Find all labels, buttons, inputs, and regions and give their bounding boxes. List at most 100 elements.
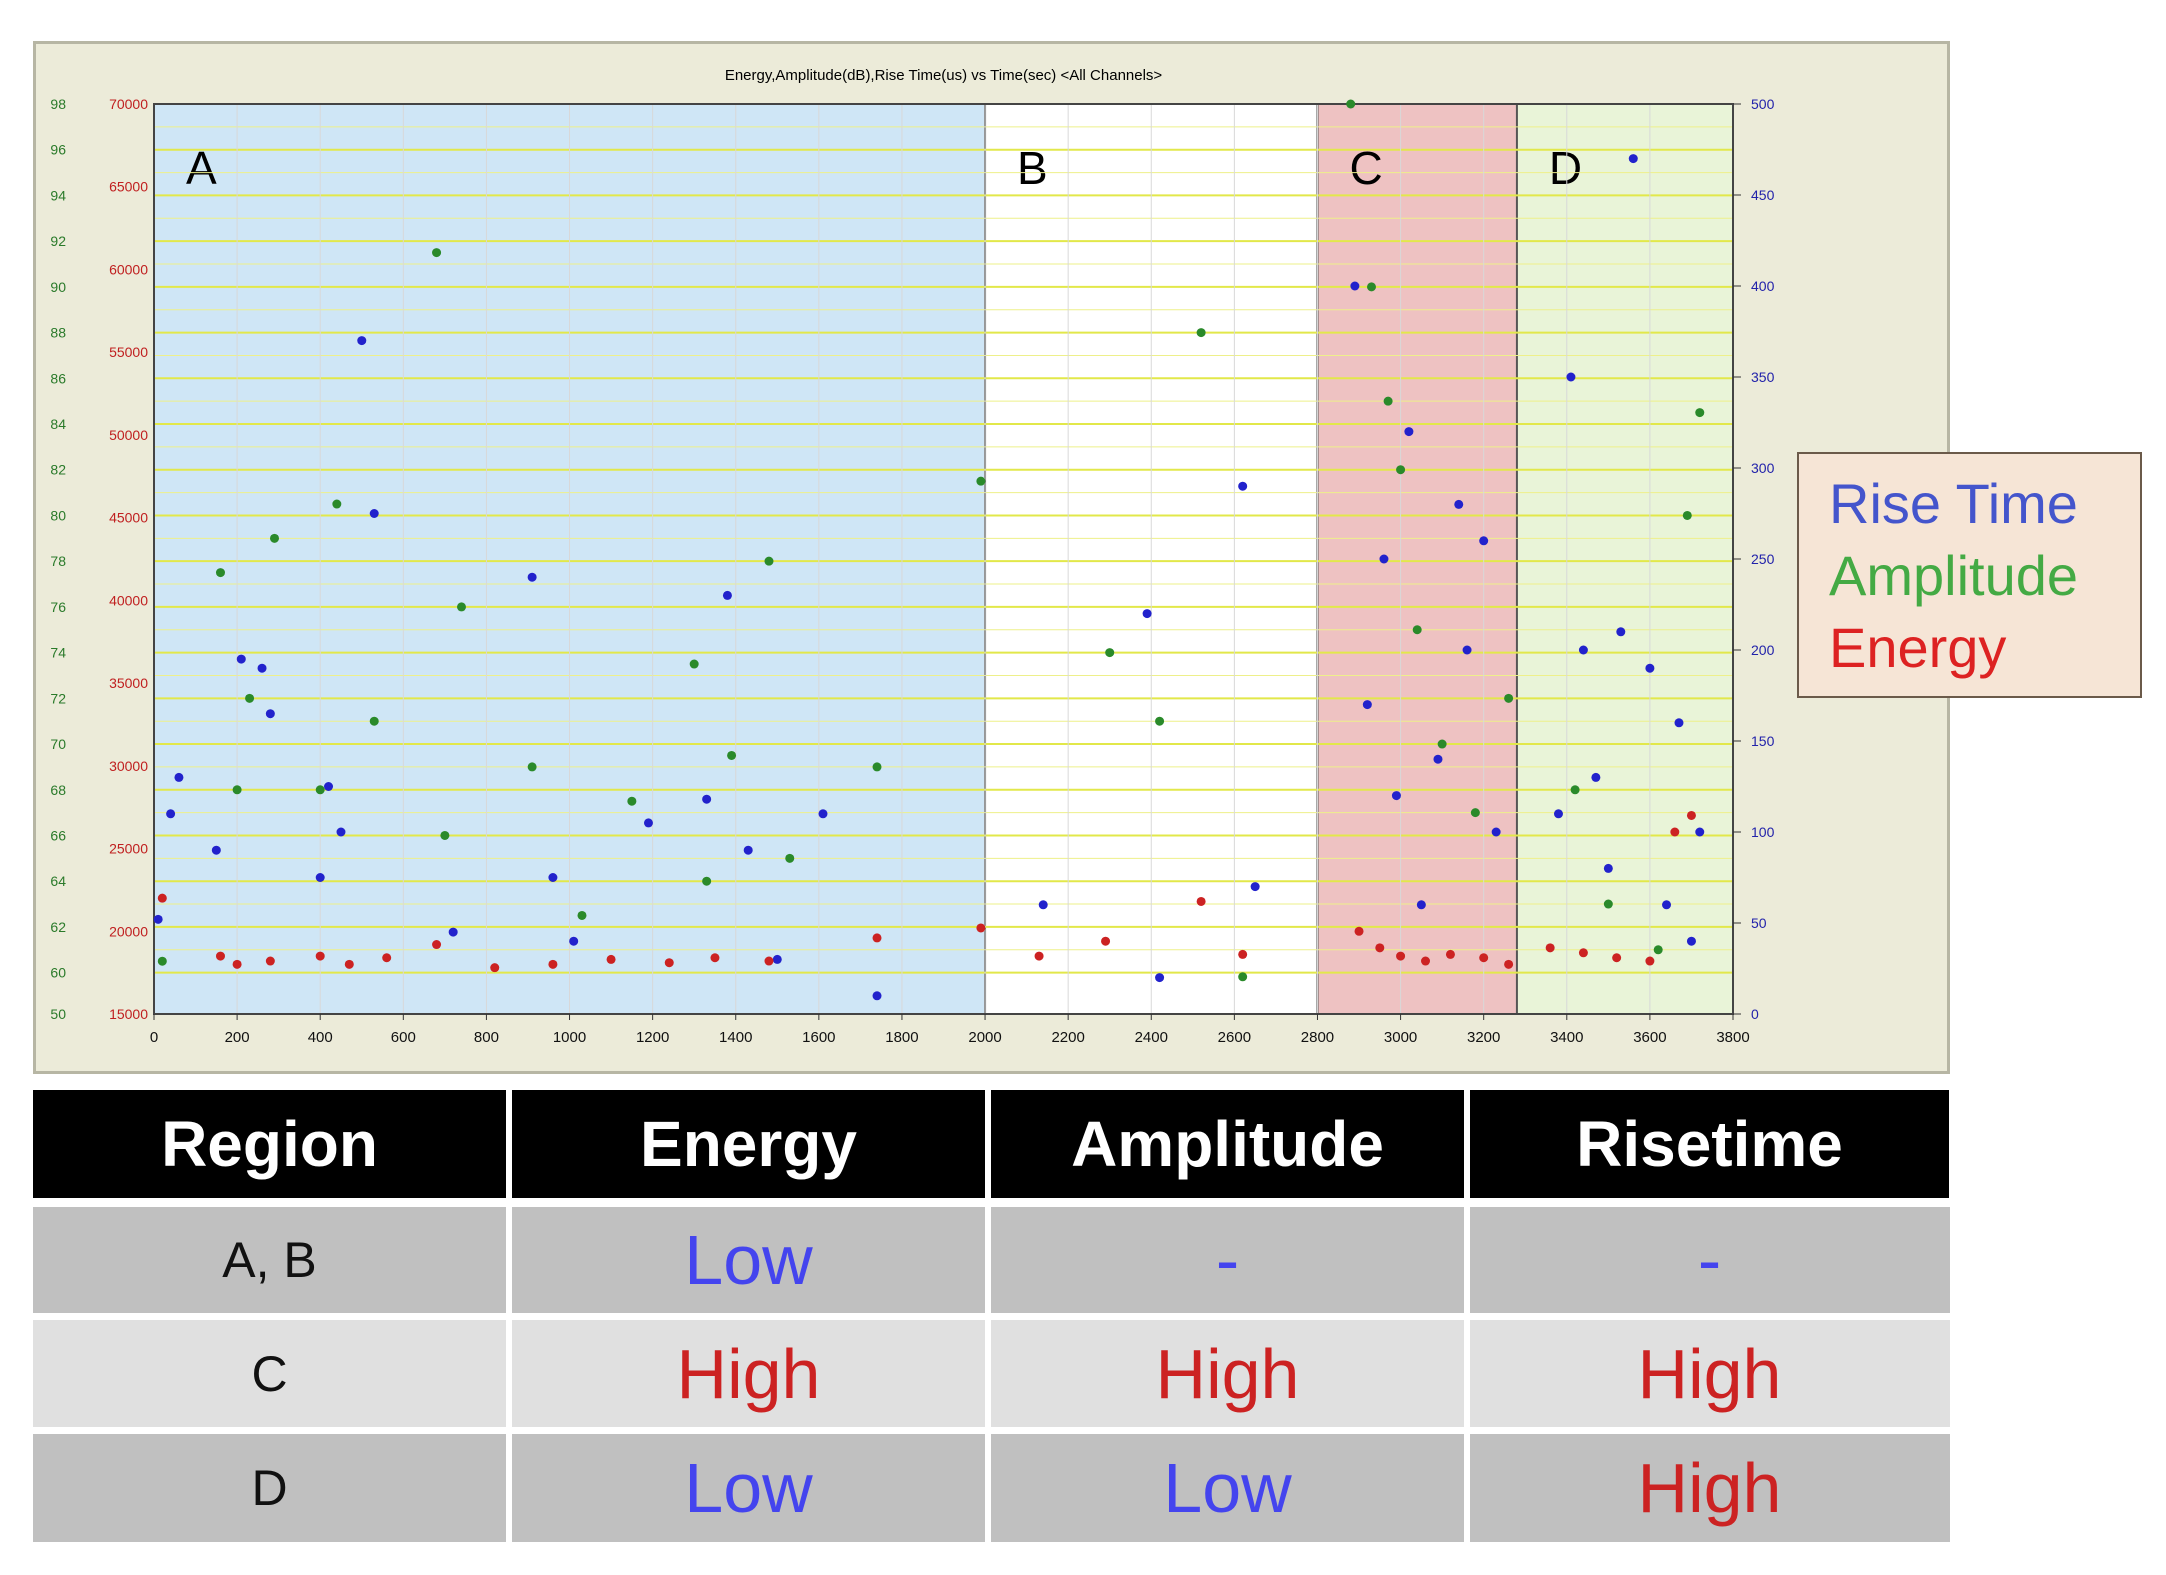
y-risetime-tick-label: 450: [1751, 187, 1775, 203]
energy-point: [1479, 953, 1489, 963]
energy-point: [1504, 959, 1514, 969]
amplitude-point: [432, 248, 442, 258]
y-energy-tick-label: 60000: [109, 261, 148, 277]
amplitude-point: [1196, 328, 1206, 338]
y-amplitude-tick-label: 86: [50, 370, 66, 386]
rise-time-point: [153, 914, 163, 924]
rise-time-point: [257, 663, 267, 673]
y-risetime-tick-label: 400: [1751, 278, 1775, 294]
amplitude-point: [1383, 396, 1393, 406]
y-amplitude-tick-label: 74: [50, 645, 66, 661]
energy-point: [872, 933, 882, 943]
rise-time-point: [1603, 863, 1613, 873]
amplitude-point: [577, 910, 587, 920]
y-amplitude-tick-label: 88: [50, 325, 66, 341]
amplitude-point: [1470, 808, 1480, 818]
y-energy-tick-label: 55000: [109, 344, 148, 360]
cell-risetime: High: [1637, 1449, 1782, 1527]
x-tick-label: 1400: [719, 1029, 752, 1046]
energy-point: [710, 953, 720, 963]
energy-point: [232, 959, 242, 969]
y-energy-tick-label: 65000: [109, 179, 148, 195]
amplitude-point: [727, 750, 737, 760]
amplitude-point: [785, 853, 795, 863]
y-energy-tick-label: 25000: [109, 841, 148, 857]
y-energy-tick-label: 30000: [109, 758, 148, 774]
x-tick-label: 1800: [885, 1029, 918, 1046]
rise-time-point: [357, 336, 367, 346]
y-amplitude-tick-label: 92: [50, 233, 66, 249]
energy-point: [1375, 943, 1385, 953]
y-energy-tick-label: 45000: [109, 510, 148, 526]
table-header-row: Region Energy Amplitude Risetime: [33, 1090, 1950, 1198]
amplitude-point: [1570, 785, 1580, 795]
energy-point: [1445, 949, 1455, 959]
y-risetime-tick-label: 350: [1751, 369, 1775, 385]
y-risetime-tick-label: 100: [1751, 824, 1775, 840]
rise-time-point: [1662, 900, 1672, 910]
amplitude-point: [702, 876, 712, 886]
rise-time-point: [1578, 645, 1588, 655]
y-amplitude-tick-label: 98: [50, 96, 66, 112]
x-tick-label: 3000: [1384, 1029, 1417, 1046]
amplitude-point: [527, 762, 537, 772]
y-amplitude-tick-label: 72: [50, 690, 66, 706]
x-tick-label: 2000: [968, 1029, 1001, 1046]
energy-point: [1686, 810, 1696, 820]
legend-item-amplitude: Amplitude: [1829, 544, 2079, 607]
rise-time-point: [315, 873, 325, 882]
y-amplitude-tick-label: 80: [50, 507, 66, 523]
rise-time-point: [1695, 827, 1705, 837]
y-amplitude-tick-label: 62: [50, 919, 66, 935]
y-risetime-tick-label: 500: [1751, 96, 1775, 112]
amplitude-point: [245, 693, 255, 703]
rise-time-point: [236, 654, 246, 664]
rise-time-point: [369, 509, 379, 518]
y-energy-tick-label: 70000: [109, 96, 148, 112]
energy-point: [1354, 926, 1364, 936]
energy-point: [1396, 951, 1406, 961]
x-tick-label: 3600: [1633, 1029, 1666, 1046]
energy-point: [764, 956, 774, 966]
rise-time-point: [1674, 718, 1684, 728]
energy-point: [1545, 943, 1555, 953]
y-risetime-tick-label: 0: [1751, 1006, 1759, 1022]
rise-time-point: [324, 782, 334, 791]
rise-time-point: [1645, 663, 1655, 673]
energy-point: [1034, 951, 1044, 961]
x-tick-label: 600: [391, 1029, 416, 1046]
rise-time-point: [1454, 499, 1464, 509]
x-tick-label: 400: [308, 1029, 333, 1046]
y-amplitude-tick-label: 64: [50, 873, 66, 889]
amplitude-point: [1682, 510, 1692, 520]
table-row: A, B Low - -: [33, 1207, 1950, 1313]
x-tick-label: 1200: [636, 1029, 669, 1046]
energy-point: [1421, 956, 1431, 966]
energy-point: [1238, 949, 1248, 959]
y-risetime-tick-label: 50: [1751, 915, 1767, 931]
y-amplitude-tick-label: 78: [50, 553, 66, 569]
cell-region: C: [33, 1320, 512, 1427]
energy-point: [215, 951, 225, 961]
amplitude-point: [157, 956, 167, 966]
y-risetime-tick-label: 250: [1751, 551, 1775, 567]
rise-time-point: [1250, 882, 1260, 892]
rise-time-point: [1391, 791, 1401, 801]
energy-point: [315, 951, 325, 961]
y-risetime-tick-label: 150: [1751, 733, 1775, 749]
x-tick-label: 1600: [802, 1029, 835, 1046]
amplitude-point: [440, 830, 450, 840]
energy-point: [548, 959, 558, 969]
rise-time-point: [1462, 645, 1472, 655]
rise-time-point: [1379, 554, 1389, 564]
header-region: Region: [33, 1090, 512, 1198]
rise-time-point: [1362, 700, 1372, 710]
summary-table: Region Energy Amplitude Risetime A, B Lo…: [33, 1090, 1950, 1550]
energy-point: [382, 953, 392, 963]
amplitude-point: [1504, 693, 1514, 703]
energy-point: [1645, 956, 1655, 966]
amplitude-point: [332, 499, 342, 509]
y-energy-tick-label: 15000: [109, 1006, 148, 1022]
energy-point: [1196, 896, 1206, 906]
